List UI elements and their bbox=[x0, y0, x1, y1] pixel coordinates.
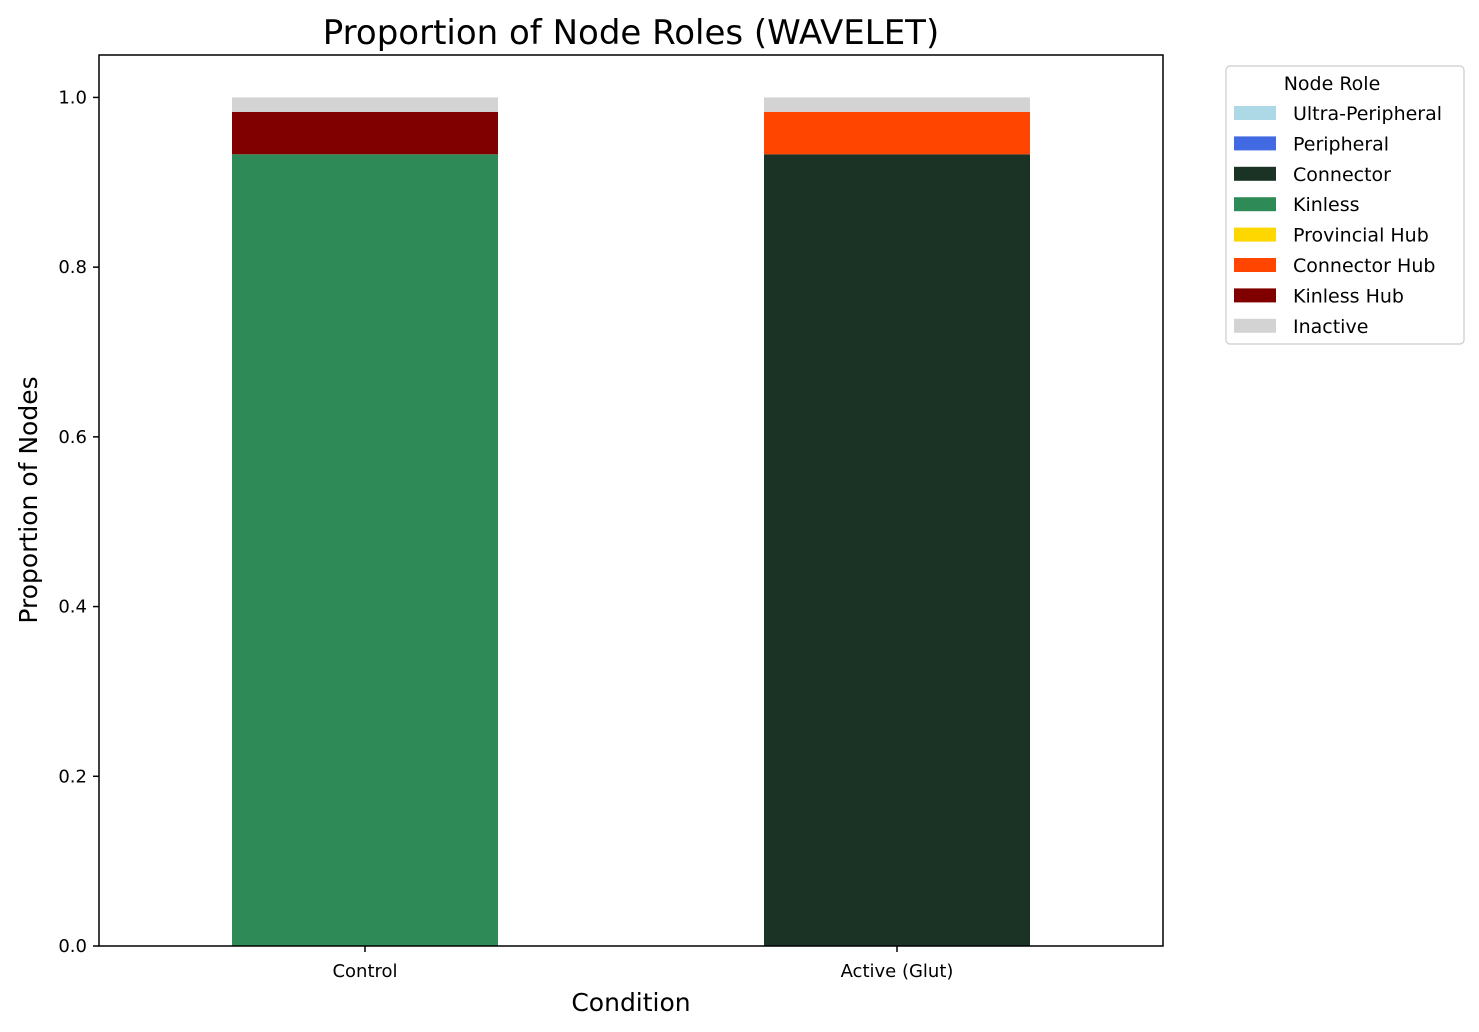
bar-segment bbox=[232, 97, 498, 112]
y-tick-label: 0.2 bbox=[58, 766, 87, 787]
legend-swatch bbox=[1234, 136, 1276, 151]
legend-label: Ultra-Peripheral bbox=[1293, 103, 1442, 125]
legend-title: Node Role bbox=[1284, 73, 1381, 95]
y-axis-label: Proportion of Nodes bbox=[14, 376, 43, 623]
bar-segment bbox=[764, 111, 1030, 155]
legend-swatch bbox=[1234, 166, 1276, 181]
legend-items: Ultra-Peripheral Peripheral Connector Kinle… bbox=[1234, 103, 1442, 338]
bar-segment bbox=[764, 97, 1030, 112]
bar-segment bbox=[764, 154, 1030, 947]
x-axis-label: Condition bbox=[571, 988, 690, 1017]
legend-swatch bbox=[1234, 227, 1276, 242]
legend-label: Peripheral bbox=[1293, 133, 1389, 155]
y-tick-label: 0.4 bbox=[58, 597, 87, 618]
legend: Node Role Ultra-Peripheral Peripheral Conn… bbox=[1225, 65, 1465, 345]
y-tick-label: 0.8 bbox=[58, 257, 87, 278]
legend-swatch bbox=[1234, 288, 1276, 303]
bar-segment bbox=[232, 154, 498, 947]
legend-swatch bbox=[1234, 258, 1276, 272]
bar-segment bbox=[232, 111, 498, 155]
y-tick-label: 1.0 bbox=[58, 87, 87, 108]
x-tick-label: Control bbox=[332, 961, 397, 982]
plot-frame bbox=[98, 54, 1164, 947]
legend-label: Connector Hub bbox=[1293, 255, 1435, 277]
legend-frame bbox=[1225, 65, 1465, 345]
bars-layer bbox=[232, 97, 1030, 947]
chart-title: Proportion of Node Roles (WAVELET) bbox=[323, 13, 939, 53]
legend-swatch bbox=[1234, 318, 1276, 333]
y-tick-label: 0.0 bbox=[58, 936, 87, 957]
legend-label: Inactive bbox=[1293, 316, 1368, 338]
y-axis: 0.0 0.2 0.4 0.6 0.8 1.0 bbox=[58, 87, 99, 957]
x-tick-label: Active (Glut) bbox=[841, 961, 954, 982]
legend-swatch bbox=[1234, 197, 1276, 212]
legend-label: Connector bbox=[1293, 164, 1391, 186]
legend-label: Kinless bbox=[1293, 194, 1360, 216]
legend-label: Kinless Hub bbox=[1293, 285, 1404, 307]
x-axis: Control Active (Glut) bbox=[332, 946, 953, 982]
y-tick-label: 0.6 bbox=[58, 427, 87, 448]
legend-swatch bbox=[1234, 106, 1276, 120]
legend-label: Provincial Hub bbox=[1293, 225, 1429, 247]
